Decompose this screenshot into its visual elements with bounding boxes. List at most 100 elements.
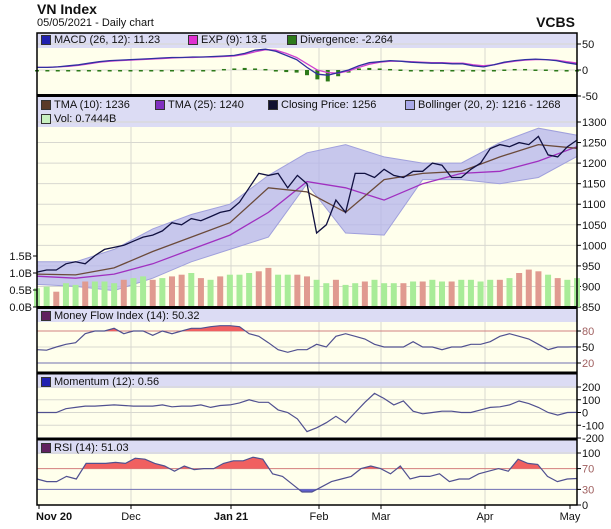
chart-border <box>36 32 578 506</box>
volume-bar <box>554 278 561 307</box>
divergence-bar <box>201 70 206 72</box>
swatch-mfi <box>41 311 51 321</box>
x-tick-label: Jan 21 <box>214 511 248 523</box>
divergence-bar <box>149 70 154 72</box>
legend-tma10: TMA (10): 1236 <box>41 99 130 111</box>
mfi-line <box>36 325 578 353</box>
legend-label: TMA (25): 1240 <box>168 99 244 111</box>
divergence-bar <box>232 68 237 70</box>
divergence-bar <box>86 70 91 72</box>
volume-bar <box>217 276 224 307</box>
volume-bar <box>323 283 330 307</box>
volume-bar <box>265 267 272 307</box>
volume-bar <box>371 279 378 307</box>
y-tick-label: 70 <box>582 464 594 476</box>
volume-bar <box>332 279 339 307</box>
volume-bar <box>448 281 455 307</box>
volume-bar <box>525 269 532 307</box>
volume-bar <box>535 271 542 307</box>
swatch-rsi <box>41 443 51 453</box>
y-tick-label: 50 <box>582 39 594 51</box>
divergence-bar <box>502 69 507 71</box>
divergence-bar <box>263 68 268 71</box>
legend-label: Closing Price: 1256 <box>281 99 377 111</box>
legend-mfi: Money Flow Index (14): 50.32 <box>41 310 200 322</box>
volume-bar <box>255 271 262 307</box>
volume-bar <box>390 283 397 307</box>
legend-volume: Vol: 0.7444B <box>41 113 116 125</box>
swatch-macd <box>41 35 51 45</box>
swatch-tma10 <box>41 100 51 110</box>
divergence-bar <box>190 70 195 72</box>
y-tick-label: 850 <box>582 302 600 314</box>
swatch-volume <box>41 114 51 124</box>
divergence-bar <box>294 70 299 73</box>
panel-header-mom <box>37 374 577 388</box>
y-tick-label: 1150 <box>582 179 606 191</box>
volume-bar <box>111 283 118 307</box>
swatch-bollinger <box>405 100 415 110</box>
volume-bar <box>545 274 552 307</box>
panel-header-rsi <box>37 440 577 454</box>
y-tick-label: 1000 <box>582 240 606 252</box>
x-tick-label: Feb <box>310 511 329 523</box>
y-tick-label: 20 <box>582 358 594 370</box>
y-tick-label: 100 <box>582 395 600 407</box>
legend-label: RSI (14): 51.03 <box>54 442 129 454</box>
y-tick-label: 900 <box>582 281 600 293</box>
volume-bar <box>487 279 494 307</box>
divergence-bar <box>460 70 465 72</box>
divergence-bar <box>398 69 403 71</box>
y-tick-label: -50 <box>582 91 598 103</box>
volume-bar <box>496 279 503 307</box>
x-tick-label: Mar <box>372 511 391 523</box>
legend-divergence: Divergence: -2.264 <box>287 34 393 46</box>
divergence-bar <box>221 68 226 71</box>
volume-bar <box>275 274 282 307</box>
oversold-fill <box>37 489 577 492</box>
legend-label: MACD (26, 12): 11.23 <box>54 34 161 46</box>
volume-bar <box>169 276 175 307</box>
divergence-bar <box>491 70 496 72</box>
y-tick-label: 1100 <box>582 199 606 211</box>
divergence-bar <box>419 70 424 72</box>
volume-bar <box>82 281 89 307</box>
volume-bar <box>62 283 69 307</box>
divergence-bar <box>284 70 289 73</box>
divergence-bar <box>242 67 247 70</box>
tma25-line <box>36 146 578 279</box>
y-tick-label: 1250 <box>582 138 606 150</box>
volume-bar <box>120 279 127 307</box>
volume-bar <box>43 286 50 307</box>
volume-bar <box>197 278 204 307</box>
legend-label: Money Flow Index (14): 50.32 <box>54 310 200 322</box>
legend-macd: MACD (26, 12): 11.23 <box>41 34 160 46</box>
volume-bar <box>410 281 417 307</box>
legend-rsi: RSI (14): 51.03 <box>41 442 129 454</box>
volume-bar <box>91 281 98 307</box>
volume-bar <box>313 279 320 307</box>
volume-bar <box>458 279 465 307</box>
divergence-bar <box>377 68 382 70</box>
divergence-bar <box>440 70 444 72</box>
volume-bar <box>304 276 310 307</box>
volume-bar <box>207 279 214 307</box>
volume-bar <box>236 274 243 307</box>
divergence-bar <box>408 70 413 72</box>
chart-title: VN Index <box>37 1 97 17</box>
volume-bar <box>352 283 359 307</box>
volume-bar <box>564 279 571 307</box>
mom-line <box>37 392 578 433</box>
volume-bar <box>53 291 60 307</box>
volume-bar <box>419 281 426 307</box>
y-tick-label: 950 <box>582 261 600 273</box>
swatch-momentum <box>41 377 51 387</box>
divergence-bar <box>107 70 112 72</box>
divergence-bar <box>211 70 216 72</box>
x-tick-label: Dec <box>121 511 141 523</box>
divergence-bar <box>159 70 164 72</box>
volume-bar <box>342 284 349 307</box>
divergence-bar <box>273 70 278 72</box>
divergence-bar <box>253 68 258 70</box>
volume-bar <box>130 278 137 307</box>
